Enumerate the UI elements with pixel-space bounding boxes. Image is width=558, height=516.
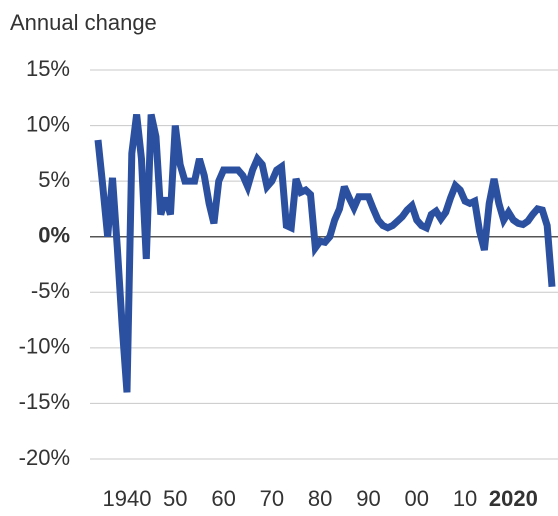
y-tick-label: -5% (31, 278, 70, 303)
y-tick-label: -20% (19, 445, 70, 470)
x-tick-label: 50 (163, 486, 187, 511)
x-tick-label: 60 (211, 486, 235, 511)
y-tick-label: 15% (26, 56, 70, 81)
x-tick-label: 70 (260, 486, 284, 511)
x-tick-label: 2020 (489, 486, 538, 511)
y-tick-label: 0% (38, 223, 70, 248)
x-tick-label: 1940 (103, 486, 152, 511)
y-tick-label: -10% (19, 334, 70, 359)
x-tick-label: 90 (356, 486, 380, 511)
chart-title: Annual change (10, 10, 157, 35)
y-tick-label: 10% (26, 111, 70, 136)
data-line (94, 113, 556, 393)
x-tick-label: 10 (453, 486, 477, 511)
y-tick-label: 5% (38, 167, 70, 192)
y-tick-label: -15% (19, 389, 70, 414)
x-tick-label: 00 (405, 486, 429, 511)
x-tick-label: 80 (308, 486, 332, 511)
